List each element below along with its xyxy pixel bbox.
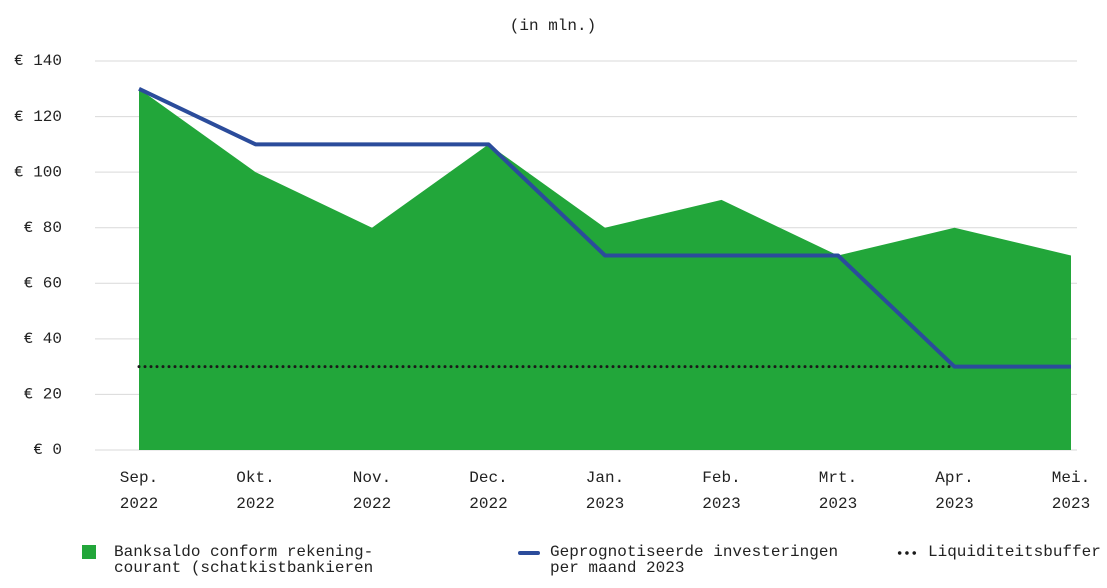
legend-label: Banksaldo conform rekening-courant (scha… [114, 543, 374, 577]
x-tick-label: Feb. [702, 469, 740, 487]
chart: (in mln.) € 0 € 20 € 40 € 60 € 80 € 100 € 120 €… [14, 17, 1090, 513]
x-tick-label: 2022 [353, 495, 391, 513]
legend-swatch [518, 551, 540, 555]
legend-item: Liquiditeitsbuffer [896, 544, 1101, 560]
y-tick-label: € 80 [24, 219, 62, 237]
y-tick-label: € 100 [14, 163, 62, 181]
x-tick-label: 2022 [120, 495, 158, 513]
y-tick-label: € 60 [24, 275, 62, 293]
x-tick-label: 2023 [1052, 495, 1090, 513]
area [139, 88, 1071, 451]
y-tick-label: € 140 [14, 52, 62, 70]
x-tick-label: 2023 [819, 495, 857, 513]
legend-label: Geprognotiseerde investeringen per maand… [550, 543, 839, 577]
x-tick-label: Sep. [120, 469, 158, 487]
x-tick-label: Apr. [935, 469, 973, 487]
x-tick-label: 2022 [236, 495, 274, 513]
legend-item: Geprognotiseerde investeringen per maand… [518, 544, 848, 576]
x-tick-label: Mrt. [819, 469, 857, 487]
x-tick-label: 2022 [469, 495, 507, 513]
y-tick-label: € 0 [33, 441, 62, 459]
x-tick-label: Nov. [353, 469, 391, 487]
y-tick-label: € 120 [14, 108, 62, 126]
legend-label: Liquiditeitsbuffer [928, 543, 1101, 561]
x-tick-label: 2023 [935, 495, 973, 513]
x-tick-label: Mei. [1052, 469, 1090, 487]
legend-swatch [82, 545, 96, 559]
x-tick-label: 2023 [702, 495, 740, 513]
x-tick-label: 2023 [586, 495, 624, 513]
y-tick-label: € 40 [24, 330, 62, 348]
chart-subtitle: (in mln.) [510, 17, 596, 35]
x-tick-label: Okt. [236, 469, 274, 487]
y-tick-label: € 20 [24, 386, 62, 404]
x-tick-label: Jan. [586, 469, 624, 487]
legend-item: Banksaldo conform rekening-courant (scha… [82, 544, 382, 576]
legend: Banksaldo conform rekening-courant (scha… [0, 544, 1107, 588]
legend-swatch [896, 551, 918, 555]
line [138, 86, 1071, 369]
x-tick-label: Dec. [469, 469, 507, 487]
